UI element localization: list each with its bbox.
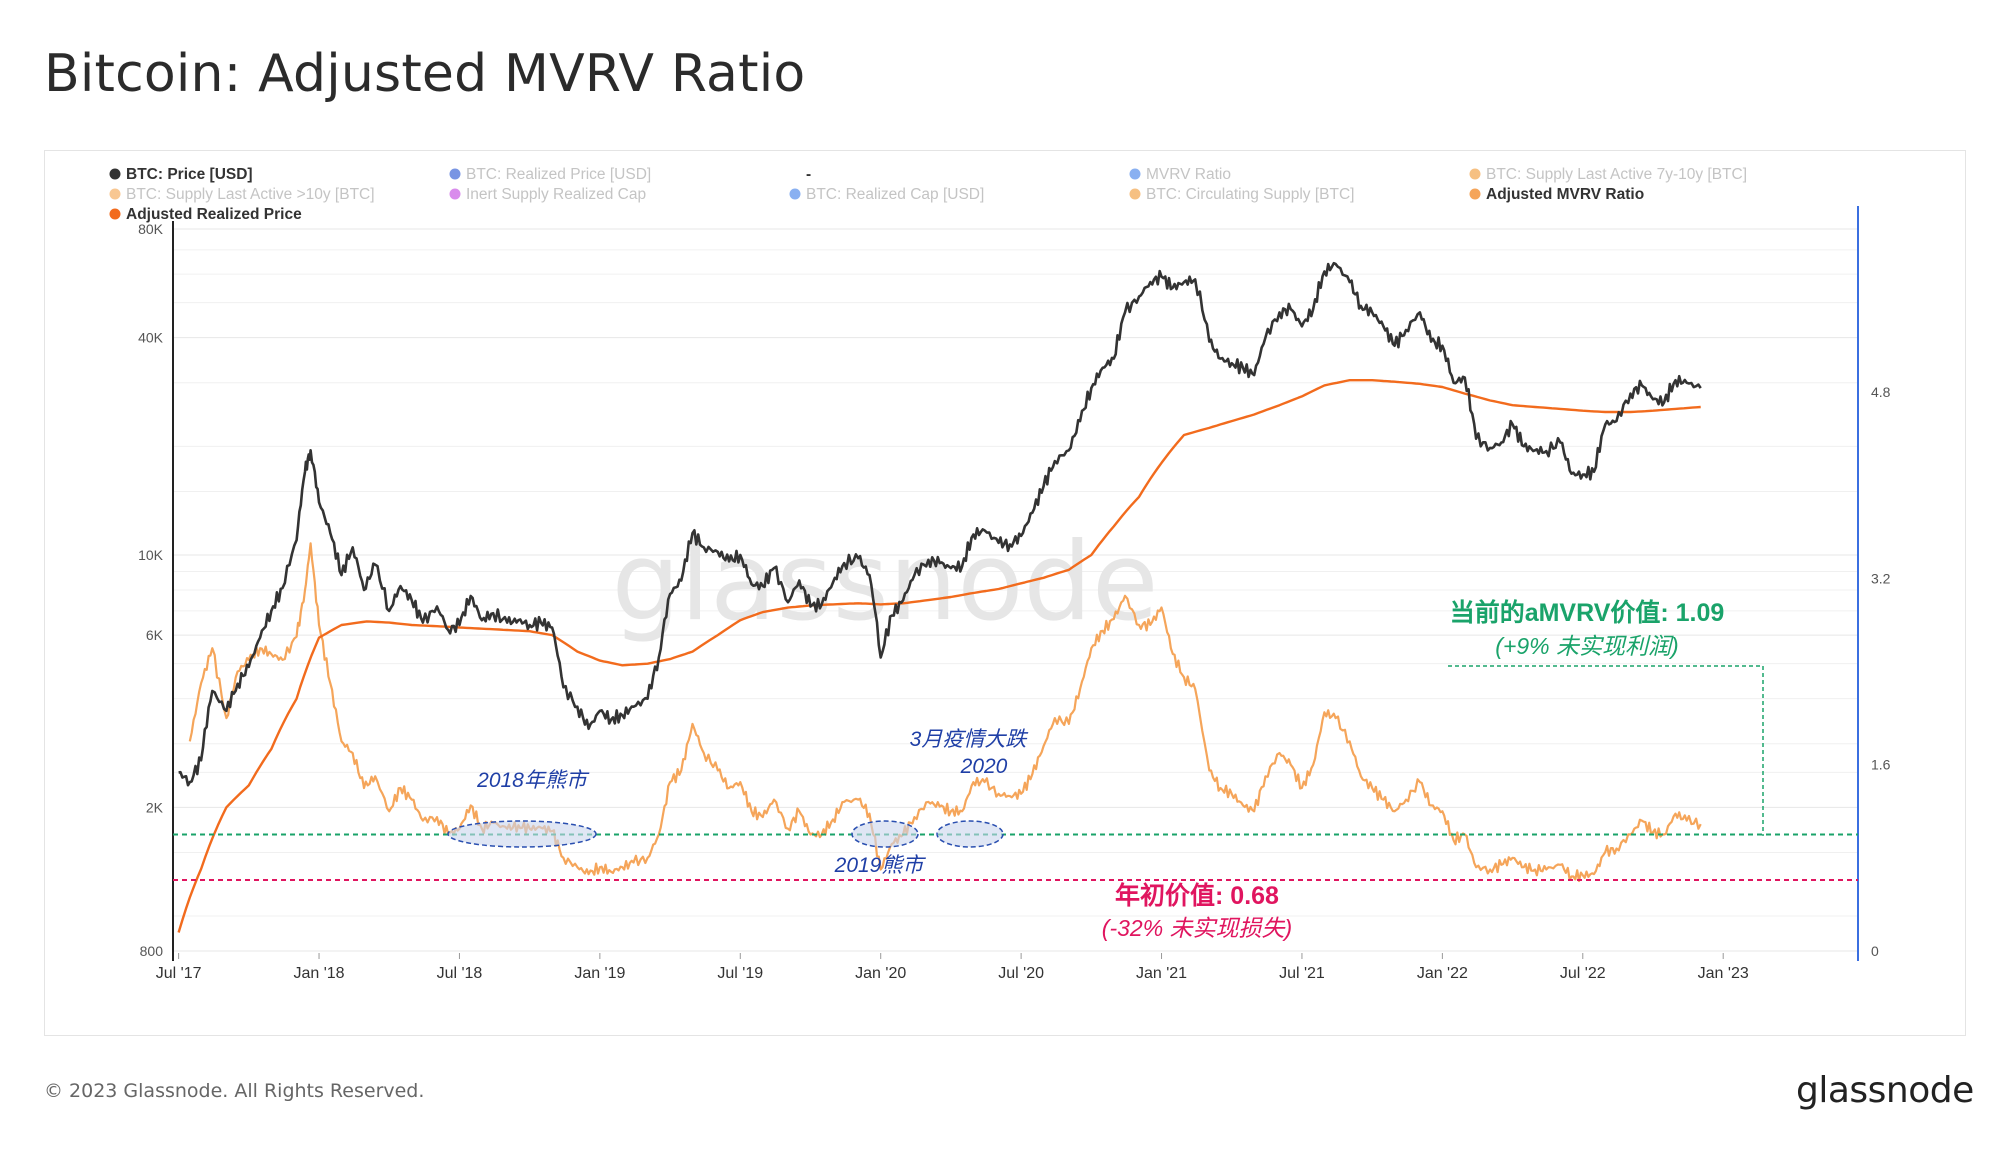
legend-label-1: BTC: Realized Price [USD] — [466, 166, 651, 183]
page-title: Bitcoin: Adjusted MVRV Ratio — [44, 44, 806, 104]
current-amvrv-leader — [1448, 665, 1764, 836]
series-line-adjusted-realized-price — [177, 378, 1701, 933]
legend-dot-3 — [1129, 168, 1141, 180]
copyright: © 2023 Glassnode. All Rights Reserved. — [44, 1080, 425, 1102]
watermark: glassnode — [612, 520, 1159, 645]
x-tick-label: Jul '20 — [998, 965, 1044, 982]
x-tick-label: Jan '19 — [574, 965, 625, 982]
left-tick-label: 40K — [138, 330, 164, 346]
left-tick-label: 10K — [138, 547, 164, 563]
right-tick-label: 3.2 — [1871, 570, 1891, 586]
right-tick-label: 4.8 — [1871, 384, 1891, 400]
legend-dot-4 — [1469, 168, 1481, 180]
x-tick-label: Jan '21 — [1136, 965, 1187, 982]
chart: BTC: Price [USD] BTC: Realized Price [USD… — [109, 166, 1891, 982]
legend-dot-8 — [1129, 188, 1141, 200]
legend-label-0: BTC: Price [USD] — [126, 166, 253, 183]
x-tick-label: Jan '22 — [1417, 965, 1468, 982]
x-tick-label: Jan '20 — [855, 965, 906, 982]
series-group — [177, 261, 1702, 933]
legend-dot-6 — [449, 188, 461, 200]
legend-dot-10 — [109, 208, 121, 220]
left-tick-label: 2K — [146, 799, 164, 815]
x-tick-label: Jul '21 — [1279, 965, 1325, 982]
grid-lines — [173, 228, 1858, 952]
bear-2018-ellipse — [447, 820, 597, 848]
right-tick-label: 0 — [1871, 943, 1879, 959]
legend-label-4: BTC: Supply Last Active 7y-10y [BTC] — [1486, 166, 1747, 183]
year-start-title: 年初价值: 0.68 — [1115, 881, 1279, 910]
x-tick-label: Jan '18 — [293, 965, 344, 982]
x-tick-label: Jul '18 — [437, 965, 483, 982]
legend-dot-5 — [109, 188, 121, 200]
bear-2019-label: 2019熊市 — [834, 854, 927, 877]
glassnode-logo: glassnode — [1796, 1070, 1974, 1111]
legend-label-3: MVRV Ratio — [1146, 166, 1231, 183]
right-tick-label: 1.6 — [1871, 757, 1891, 773]
left-tick-label: 800 — [140, 943, 164, 959]
left-tick-label: 80K — [138, 221, 164, 237]
year-start-subtitle: (-32% 未实现损失) — [1102, 915, 1292, 941]
legend-label-6: Inert Supply Realized Cap — [466, 186, 646, 203]
annotations: 2018年熊市 2019熊市 3月疫情大跌 2020 当前的aMVRV价值: 1… — [447, 598, 1764, 941]
x-tick-label: Jul '17 — [156, 965, 202, 982]
legend-label-5: BTC: Supply Last Active >10y [BTC] — [126, 186, 375, 203]
current-amvrv-subtitle: (+9% 未实现利润) — [1495, 633, 1678, 659]
x-tick-label: Jul '19 — [717, 965, 763, 982]
legend-dot-0 — [109, 168, 121, 180]
covid-crash-year: 2020 — [960, 755, 1008, 778]
legend-label-8: BTC: Circulating Supply [BTC] — [1146, 186, 1354, 203]
covid-crash-ellipse — [936, 820, 1004, 848]
legend-dot-1 — [449, 168, 461, 180]
chart-panel: BTC: Price [USD] BTC: Realized Price [USD… — [44, 150, 1966, 1036]
series-line-btc-price-usd- — [178, 261, 1702, 787]
legend-label-2: - — [806, 166, 811, 183]
x-tick-label: Jul '22 — [1560, 965, 1606, 982]
series-line-adjusted-mvrv-ratio — [188, 542, 1702, 883]
bear-2018-label: 2018年熊市 — [476, 769, 590, 792]
chart-legend: BTC: Price [USD] BTC: Realized Price [USD… — [109, 166, 1747, 223]
x-tick-label: Jan '23 — [1698, 965, 1749, 982]
left-tick-label: 6K — [146, 627, 164, 643]
covid-crash-label: 3月疫情大跌 — [910, 728, 1029, 751]
legend-label-10: Adjusted Realized Price — [126, 206, 302, 223]
legend-dot-9 — [1469, 188, 1481, 200]
current-amvrv-title: 当前的aMVRV价值: 1.09 — [1450, 598, 1725, 627]
legend-dot-7 — [789, 188, 801, 200]
legend-label-7: BTC: Realized Cap [USD] — [806, 186, 984, 203]
legend-label-9: Adjusted MVRV Ratio — [1486, 186, 1644, 203]
bear-2019-ellipse — [851, 820, 919, 848]
